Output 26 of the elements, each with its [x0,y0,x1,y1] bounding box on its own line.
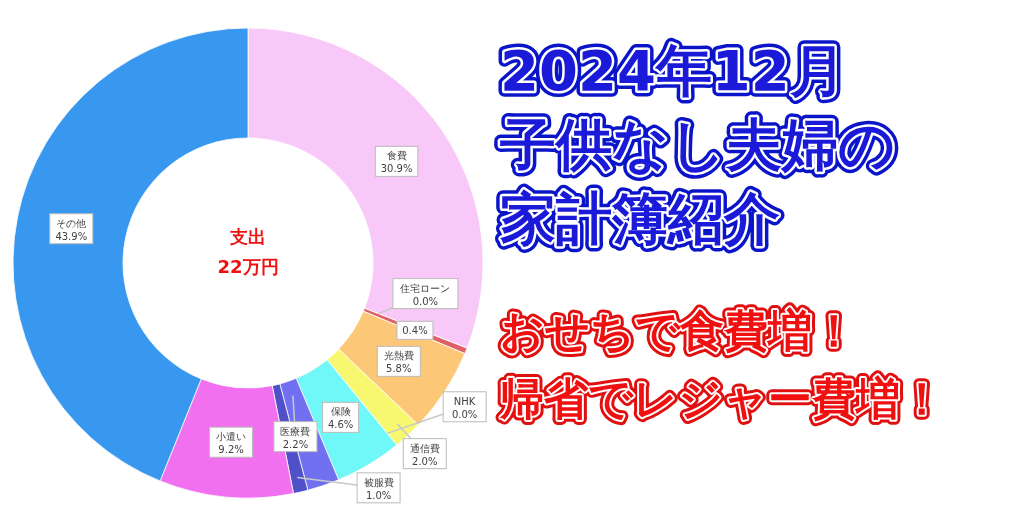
slice-label: 保険 [330,406,351,418]
slice-label: 小遣い [216,431,247,443]
slice-label: 食費 [386,150,407,162]
data-label: 2.2% [282,438,309,450]
text: おせちで食費増！ [500,305,856,356]
data-label: 1.0% [365,489,392,501]
text: 0.0% [451,408,478,420]
text: 2024年12月 [500,38,846,103]
slice-label: その他 [56,217,87,229]
slice-label: 通信費 [409,442,440,454]
slice-label: 医療費 [280,425,311,437]
text: 支出 [229,226,266,247]
data-label: 0.4% [402,325,428,337]
data-label: 4.6% [327,419,354,431]
data-label: 30.9% [380,163,413,175]
text: 帰省でレジャー費増！ [499,373,944,424]
text: 22万円 [217,256,279,277]
data-label: 2.0% [412,455,438,467]
category-label: 住宅ローン [400,282,451,294]
slice-label: 光熱費 [383,350,414,362]
data-label: 9.2% [218,444,244,456]
data-label: 5.8% [386,363,412,375]
category-label: NHK [453,395,476,407]
slice-label: 被服費 [363,476,394,488]
text: 0.0% [412,295,439,307]
data-label: 43.9% [55,230,88,242]
